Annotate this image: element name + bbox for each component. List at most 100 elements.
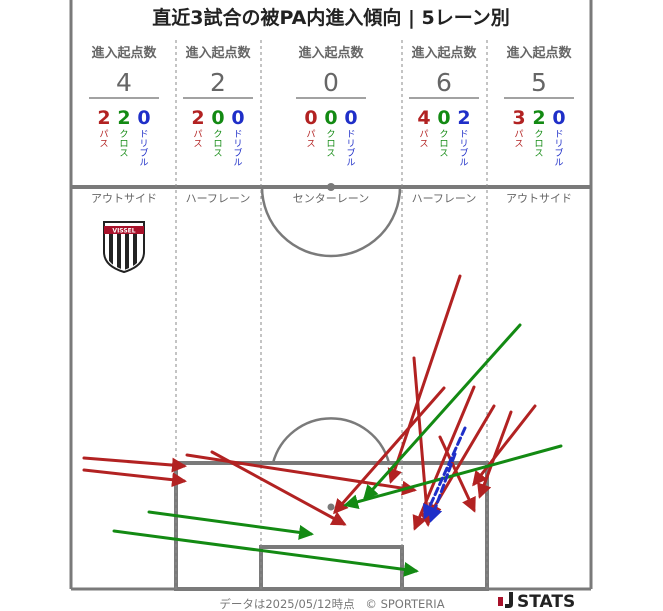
stats-logo-icon: [498, 592, 513, 608]
dribble-legend-char: ル: [459, 159, 468, 169]
pass-legend-char: パ: [193, 129, 202, 140]
pass-legend-char: パ: [306, 129, 315, 140]
pass-legend-label: パス: [306, 129, 315, 150]
dribble-count: 0: [231, 107, 244, 129]
cross-legend-char: ク: [534, 129, 543, 140]
cross-legend-char: ロ: [213, 140, 222, 150]
dribble-arrow: [428, 452, 457, 523]
pass-arrow: [82, 468, 187, 488]
dribble-legend-char: ブ: [139, 147, 148, 159]
entries-total: 0: [323, 68, 339, 97]
pass-legend-char: パ: [99, 129, 108, 140]
cross-count: 0: [211, 107, 224, 129]
dribble-arrow: [423, 426, 467, 520]
entries-total: 6: [436, 68, 452, 97]
pass-arrow: [412, 356, 435, 527]
dribble-count: 2: [457, 107, 470, 129]
pass-arrow: [333, 386, 446, 515]
pass-count: 4: [417, 107, 430, 129]
dribble-legend-char: リ: [139, 140, 148, 150]
dribble-legend-char: ブ: [233, 147, 242, 159]
cross-legend-char: ス: [326, 149, 335, 159]
pass-count: 3: [512, 107, 525, 129]
center-circle: [260, 186, 402, 258]
penalty-spot: [327, 503, 335, 511]
lane-headers: 進入起点数42パス2クロス0ドリブルアウトサイド進入起点数22パス0クロス0ドリ…: [89, 45, 574, 205]
dribble-legend-char: ブ: [554, 147, 563, 159]
chart-title: 直近3試合の被PA内進入傾向 | 5レーン別: [152, 6, 510, 29]
dribble-legend-char: ド: [139, 130, 148, 140]
pass-count: 2: [191, 107, 204, 129]
entries-total: 5: [531, 68, 547, 97]
cross-legend-char: ス: [213, 149, 222, 159]
entries-label: 進入起点数: [298, 45, 364, 61]
lane-name: アウトサイド: [91, 192, 157, 205]
dribble-legend-char: ル: [139, 159, 148, 169]
dribble-count: 0: [344, 107, 357, 129]
cross-legend-char: ロ: [534, 140, 543, 150]
cross-legend-char: ク: [326, 129, 335, 140]
dribble-legend-char: ド: [554, 130, 563, 140]
pass-count: 2: [97, 107, 110, 129]
pass-legend-char: パ: [514, 129, 523, 140]
cross-count: 0: [324, 107, 337, 129]
cross-arrow: [147, 510, 314, 540]
dribble-legend-char: リ: [346, 140, 355, 150]
lane-name: ハーフレーン: [412, 192, 477, 205]
pass-legend-char: ス: [306, 140, 315, 150]
cross-legend-label: クロス: [439, 129, 448, 159]
pitch-lines: [69, 0, 593, 591]
pass-count: 0: [304, 107, 317, 129]
cross-count: 0: [437, 107, 450, 129]
pass-arrow: [82, 456, 187, 473]
cross-legend-char: ク: [439, 129, 448, 140]
pass-legend-label: パス: [99, 129, 108, 150]
dribble-legend-char: ド: [346, 130, 355, 140]
cross-legend-char: ス: [534, 149, 543, 159]
dribble-count: 0: [552, 107, 565, 129]
footer-brand: STATS: [517, 592, 575, 611]
pass-legend-char: パ: [419, 129, 428, 140]
arrow-layer: [82, 274, 563, 577]
pass-legend-char: ス: [514, 140, 523, 150]
cross-legend-label: クロス: [213, 129, 222, 159]
dribble-legend-char: リ: [554, 140, 563, 150]
penalty-arc: [271, 417, 391, 464]
pass-legend-char: ス: [419, 140, 428, 150]
lane-name: センターレーン: [293, 192, 369, 205]
cross-legend-char: ス: [119, 149, 128, 159]
cross-legend-char: ロ: [119, 140, 128, 150]
center-spot: [327, 183, 335, 191]
lane-name: アウトサイド: [506, 192, 572, 205]
cross-legend-char: ク: [119, 129, 128, 140]
dribble-legend-char: リ: [459, 140, 468, 150]
entries-total: 2: [210, 68, 226, 97]
entries-label: 進入起点数: [185, 45, 251, 61]
cross-arrow: [343, 444, 563, 510]
cross-legend-label: クロス: [119, 129, 128, 159]
dribble-legend-char: ブ: [459, 147, 468, 159]
cross-legend-label: クロス: [534, 129, 543, 159]
dribble-legend-char: ル: [346, 159, 355, 169]
cross-legend-char: ロ: [326, 140, 335, 150]
dribble-legend-char: ブ: [346, 147, 355, 159]
dribble-legend-char: リ: [233, 140, 242, 150]
pass-arrow: [472, 404, 537, 487]
cross-legend-char: ス: [439, 149, 448, 159]
pass-legend-char: ス: [99, 140, 108, 150]
entries-label: 進入起点数: [411, 45, 477, 61]
cross-legend-char: ロ: [439, 140, 448, 150]
entries-label: 進入起点数: [91, 45, 157, 61]
crest-text: VISSEL: [112, 228, 135, 235]
cross-arrow: [112, 529, 419, 577]
pass-legend-char: ス: [193, 140, 202, 150]
pass-legend-label: パス: [514, 129, 523, 150]
